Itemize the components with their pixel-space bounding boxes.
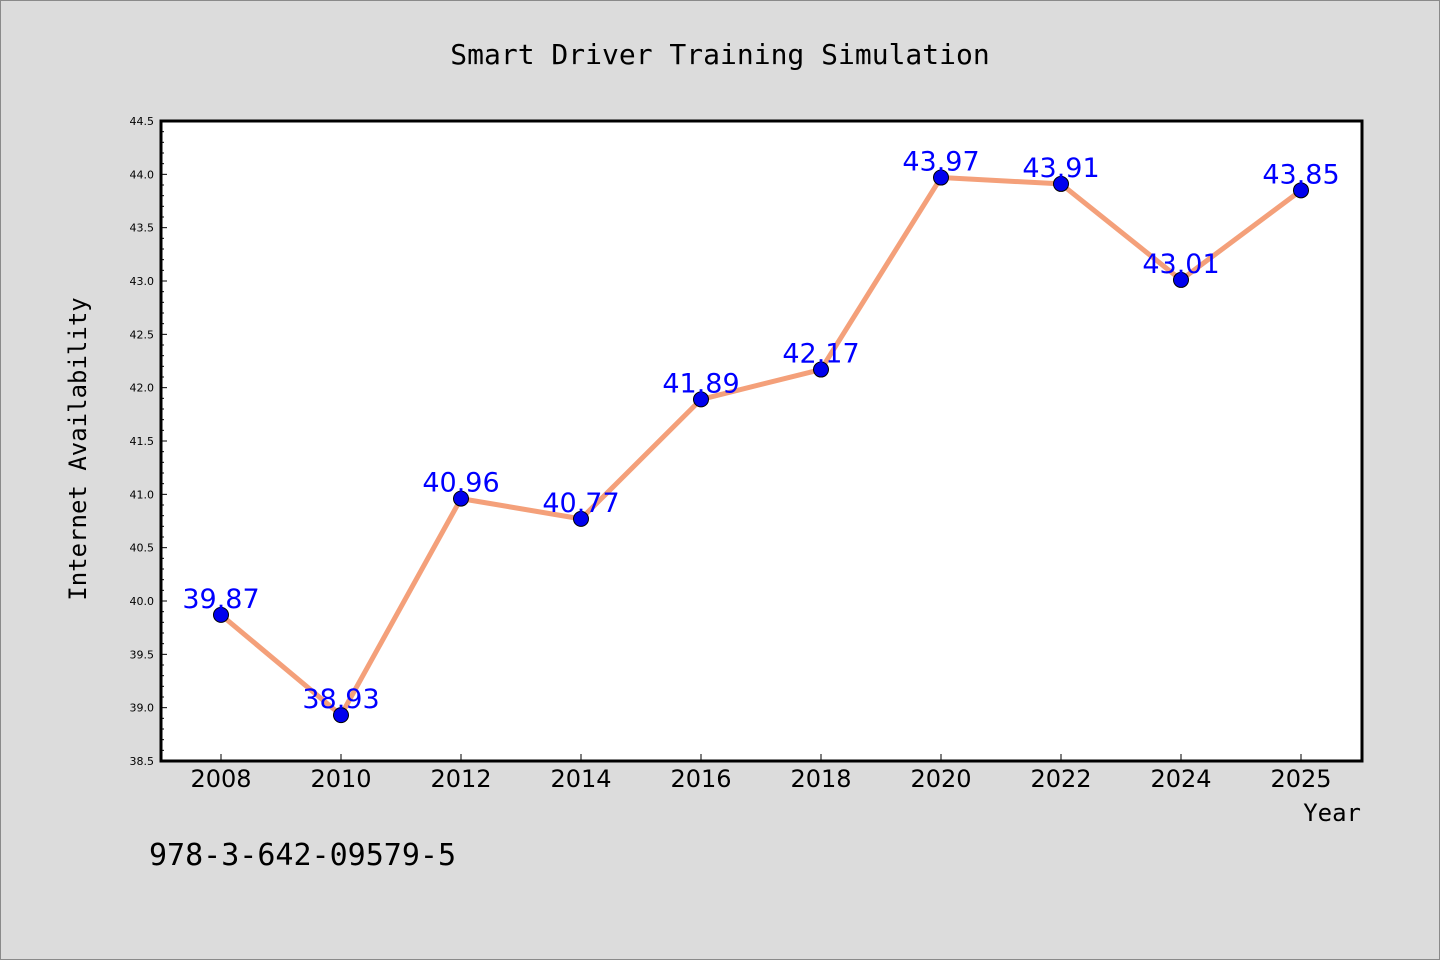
data-label: 43.97: [902, 147, 979, 178]
y-axis-label: Internet Availability: [64, 297, 92, 600]
data-label: 43.91: [1022, 153, 1099, 184]
x-tick-label: 2020: [910, 765, 971, 793]
data-point: [933, 169, 949, 186]
x-tick-label: 2016: [670, 765, 731, 793]
data-labels: 39.87 38.93 40.96 40.77 41.89 42.17 43.97 43.91…: [182, 147, 1339, 716]
y-tick-label: 44.5: [130, 115, 155, 128]
x-tick-label: 2025: [1270, 765, 1331, 793]
x-tick-label: 2010: [310, 765, 371, 793]
data-point: [813, 361, 829, 378]
data-label: 43.85: [1262, 159, 1339, 190]
data-label: 41.89: [662, 368, 739, 399]
y-axis-ticks: 38.5 39.0 39.5 40.0 40.5 41.0 41.5 42.0 42.5 43.0…: [130, 115, 167, 768]
x-tick-label: 2018: [790, 765, 851, 793]
data-point: [333, 707, 349, 724]
y-tick-label: 39.0: [130, 702, 155, 715]
data-point: [573, 510, 589, 527]
y-tick-label: 41.0: [130, 488, 155, 501]
y-tick-label: 43.0: [130, 275, 155, 288]
data-label: 43.01: [1142, 249, 1219, 280]
x-tick-label: 2008: [190, 765, 251, 793]
data-markers: [213, 169, 1309, 724]
y-tick-label: 42.0: [130, 382, 155, 395]
plot-area: [159, 119, 1364, 763]
isbn-annotation: 978-3-642-09579-5: [149, 838, 456, 873]
y-tick-label: 40.5: [130, 542, 155, 555]
data-label: 38.93: [302, 684, 379, 715]
y-tick-label: 41.5: [130, 435, 155, 448]
data-label: 42.17: [782, 339, 859, 370]
data-point: [1293, 182, 1309, 199]
x-axis-ticks: 2008 2010 2012 2014 2016 2018 2020 2022 2024 2025: [190, 754, 1332, 793]
x-tick-label: 2022: [1030, 765, 1091, 793]
x-tick-label: 2012: [430, 765, 491, 793]
data-label: 40.77: [542, 488, 619, 519]
data-label: 39.87: [182, 584, 259, 615]
chart-title: Smart Driver Training Simulation: [450, 38, 989, 71]
y-tick-label: 44.0: [130, 168, 155, 181]
y-tick-label: 38.5: [130, 755, 155, 768]
y-tick-label: 43.5: [130, 222, 155, 235]
data-point: [1173, 271, 1189, 288]
data-point: [453, 490, 469, 507]
series-line: [218, 175, 1304, 718]
data-point: [693, 391, 709, 408]
x-tick-label: 2014: [550, 765, 611, 793]
y-tick-label: 39.5: [130, 648, 155, 661]
data-point: [213, 606, 229, 623]
x-axis-label: Year: [1303, 799, 1361, 827]
y-tick-label: 42.5: [130, 328, 155, 341]
data-point: [1053, 175, 1069, 192]
x-tick-label: 2024: [1150, 765, 1211, 793]
data-label: 40.96: [422, 468, 499, 499]
y-tick-label: 40.0: [130, 595, 155, 608]
